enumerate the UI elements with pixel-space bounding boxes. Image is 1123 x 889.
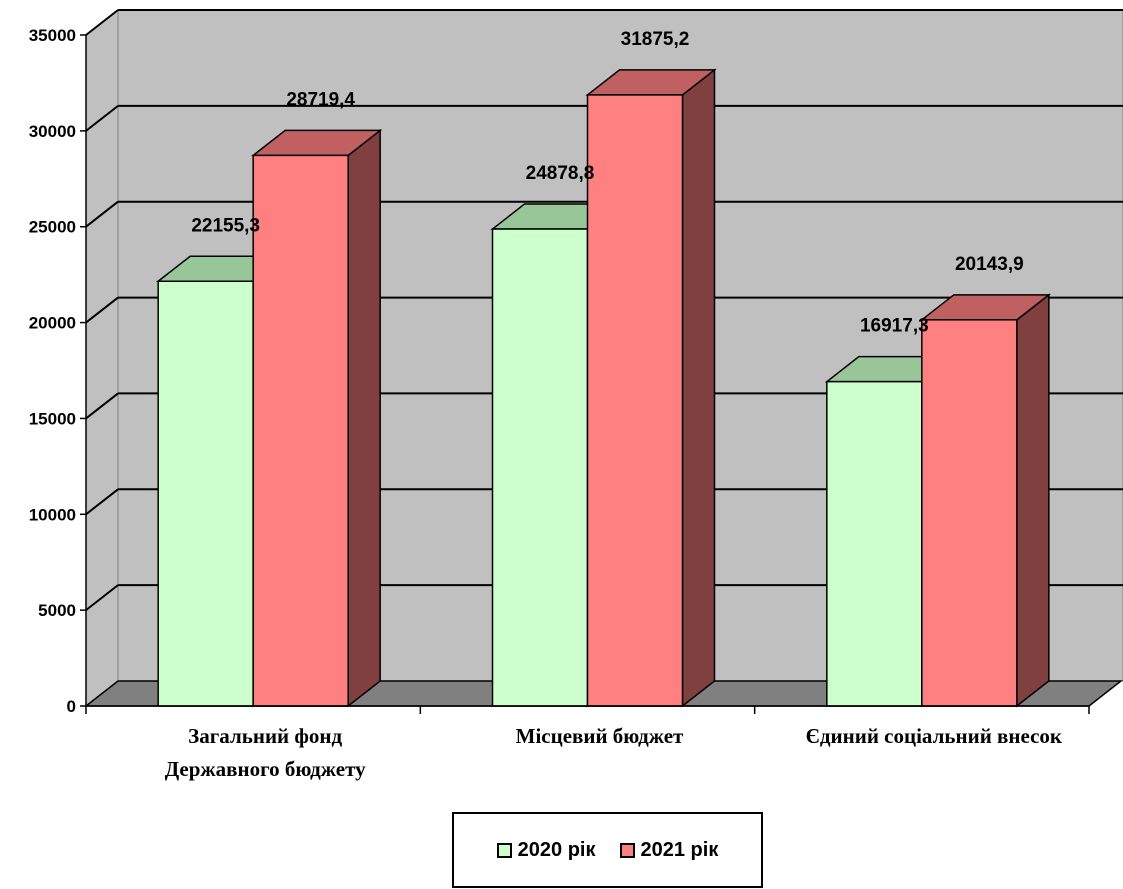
data-label: 31875,2 — [621, 29, 690, 50]
bar-side — [681, 68, 716, 708]
y-tick-label: 20000 — [29, 314, 76, 333]
bar-2021 — [585, 68, 717, 708]
data-label: 16917,3 — [860, 316, 929, 337]
legend-item-2021: 2021 рік — [619, 838, 719, 862]
gridline-side — [85, 584, 119, 611]
y-tick-label: 15000 — [29, 409, 76, 428]
y-tick-label: 0 — [67, 697, 76, 716]
category-label: Державного бюджету — [165, 757, 366, 781]
category-label: Місцевий бюджет — [516, 724, 684, 748]
bar-front — [491, 228, 589, 707]
y-tick-label: 10000 — [29, 505, 76, 524]
data-label: 20143,9 — [955, 254, 1024, 275]
bar-front — [826, 380, 923, 707]
bar-2021 — [250, 128, 383, 708]
y-tick-label: 35000 — [29, 26, 76, 45]
gridline-side — [85, 105, 119, 132]
category-label: Єдиний соціальний внесок — [806, 724, 1063, 748]
gridline-side — [85, 488, 119, 516]
bar-front — [921, 319, 1018, 707]
bar-chart: 0 5000 10000 15000 20000 25000 30000 35000 22155… — [29, 8, 1123, 781]
category-label: Загальний фонд — [188, 724, 342, 748]
bar-front — [157, 280, 254, 707]
y-tick-label: 30000 — [29, 122, 76, 141]
bar-side — [347, 128, 381, 708]
legend-swatch-2020 — [496, 842, 512, 858]
legend-item-2020: 2020 рік — [496, 838, 596, 862]
legend: 2020 рік 2021 рік — [452, 812, 763, 888]
gridline-side — [85, 392, 119, 420]
legend-swatch-2021 — [619, 842, 635, 858]
legend-label-2021: 2021 рік — [640, 838, 719, 861]
legend-label-2020: 2020 рік — [517, 838, 596, 861]
bar-front — [252, 154, 349, 707]
gridline-side — [85, 200, 119, 228]
data-label: 22155,3 — [191, 215, 260, 236]
data-label: 28719,4 — [286, 89, 355, 110]
gridline-side — [85, 9, 119, 36]
bars — [155, 68, 1052, 708]
y-tick-label: 25000 — [29, 218, 76, 237]
y-tick-label: 5000 — [38, 601, 76, 620]
bar-side — [1016, 293, 1050, 708]
side-wall — [85, 8, 119, 708]
labels: 0 5000 10000 15000 20000 25000 30000 35000 22155… — [29, 26, 1063, 781]
bar-2021 — [919, 293, 1052, 708]
gridline-side — [85, 296, 119, 324]
axes — [80, 34, 1090, 714]
bar-front — [586, 94, 684, 707]
data-label: 24878,8 — [526, 163, 595, 184]
